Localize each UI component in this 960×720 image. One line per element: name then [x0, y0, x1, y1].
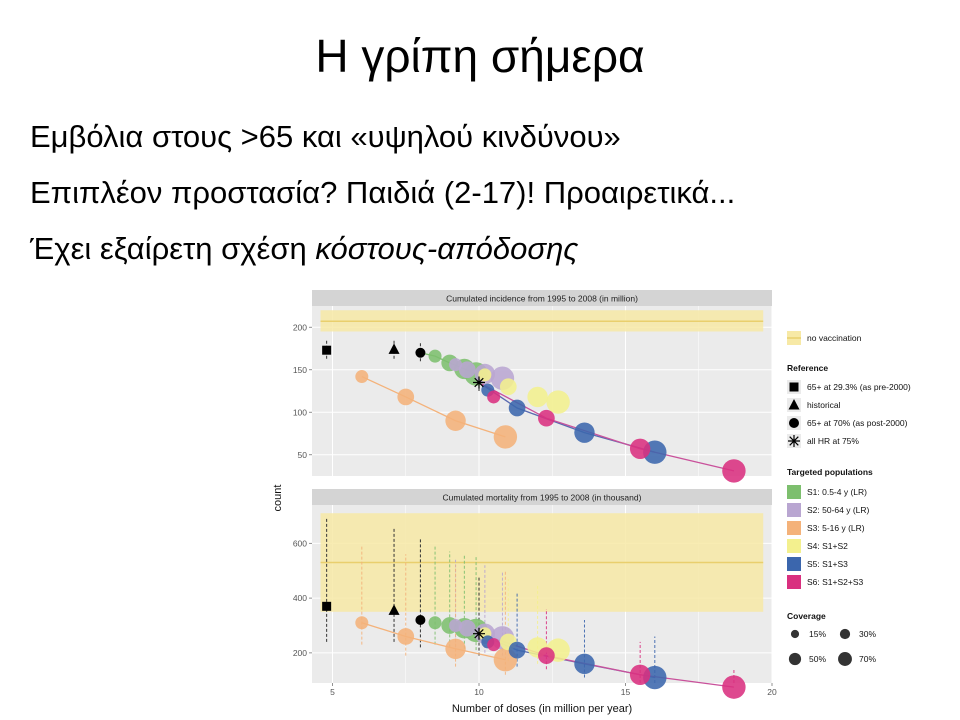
x-tick-label: 10 [474, 687, 484, 697]
y-tick-label: 100 [293, 407, 307, 417]
data-point [538, 647, 555, 664]
data-point [487, 638, 501, 652]
y-tick-label: 600 [293, 538, 307, 548]
legend-label: no vaccination [807, 333, 862, 343]
reference-point [473, 627, 486, 640]
reference-point [415, 615, 426, 626]
legend-label: 50% [809, 654, 826, 664]
legend-label: 15% [809, 629, 826, 639]
bullet-item: Εμβόλια στους >65 και «υψηλού κινδύνου» [30, 119, 621, 154]
y-tick-label: 200 [293, 322, 307, 332]
bullet-item: Έχει εξαίρετη σχέση κόστους-απόδοσης [30, 230, 735, 286]
legend-label: S6: S1+S2+S3 [807, 577, 864, 587]
data-point [546, 390, 570, 414]
reference-point [388, 604, 400, 615]
data-point [722, 675, 746, 699]
x-axis-label: Number of doses (in million per year) [452, 703, 632, 715]
legend-coverage-dot [790, 629, 800, 639]
data-point [487, 390, 501, 404]
data-point [355, 616, 369, 630]
data-point [499, 378, 517, 396]
y-tick-label: 200 [293, 648, 307, 658]
data-point [574, 422, 595, 443]
data-point [508, 641, 526, 659]
legend-coverage-dot [838, 652, 852, 666]
legend-key [787, 575, 801, 589]
bullet-list: Εμβόλια στους >65 και «υψηλού κινδύνου» … [30, 118, 735, 286]
data-point [449, 618, 463, 632]
legend-label: S3: 5-16 y (LR) [807, 523, 865, 533]
legend-label: S2: 50-64 y (LR) [807, 505, 870, 515]
legend-coverage-dot [839, 628, 851, 640]
data-point [629, 438, 651, 460]
data-point [445, 410, 466, 431]
data-point [458, 361, 476, 379]
bullet-text: Έχει εξαίρετη σχέση [30, 231, 316, 266]
legend-key [787, 485, 801, 499]
legend-symbol [789, 382, 799, 392]
legend-symbol [788, 399, 800, 410]
legend-label: S5: S1+S3 [807, 559, 848, 569]
x-tick-label: 15 [621, 687, 631, 697]
series-line [361, 375, 506, 438]
data-point [508, 399, 526, 417]
y-tick-label: 50 [298, 450, 308, 460]
legend-title: Coverage [787, 611, 826, 621]
x-tick-label: 20 [767, 687, 777, 697]
legend-key [787, 503, 801, 517]
y-axis-label: count [272, 485, 284, 512]
legend-label: 70% [859, 654, 876, 664]
data-point [493, 425, 518, 449]
legend-coverage-dot [788, 652, 802, 666]
data-point [722, 459, 746, 483]
reference-point [388, 343, 400, 354]
data-point [449, 358, 463, 372]
legend-symbol [789, 418, 799, 428]
legend-label: 65+ at 70% (as post-2000) [807, 418, 908, 428]
legend-title: Targeted populations [787, 467, 873, 477]
series-line [361, 622, 506, 661]
chart-svg: Cumulated incidence from 1995 to 2008 (i… [272, 290, 911, 715]
legend-key [787, 557, 801, 571]
legend-label: 65+ at 29.3% (as pre-2000) [807, 382, 911, 392]
legend-label: all HR at 75% [807, 436, 859, 446]
data-point [574, 653, 595, 675]
panel-strip [312, 290, 772, 306]
legend-key [787, 539, 801, 553]
data-point [428, 616, 442, 630]
data-point [445, 638, 466, 659]
bullet-item: Επιπλέον προστασία? Παιδιά (2-17)! Προαι… [30, 175, 736, 210]
legend-key [787, 521, 801, 535]
y-tick-label: 400 [293, 593, 307, 603]
legend-label: historical [807, 400, 841, 410]
legend-symbol [788, 435, 800, 447]
legend-title: Reference [787, 363, 828, 373]
data-point [355, 370, 369, 384]
reference-point [415, 347, 426, 358]
panel-strip [312, 489, 772, 505]
data-point [538, 409, 555, 427]
panel-title: Cumulated incidence from 1995 to 2008 (i… [446, 294, 638, 304]
data-point [397, 388, 415, 406]
chart: Cumulated incidence from 1995 to 2008 (i… [260, 288, 920, 720]
y-tick-label: 150 [293, 365, 307, 375]
slide-title: Η γρίπη σήμερα [315, 30, 645, 82]
data-point [428, 349, 442, 363]
panel-title: Cumulated mortality from 1995 to 2008 (i… [443, 493, 642, 503]
reference-point [473, 376, 486, 389]
x-tick-label: 5 [330, 687, 335, 697]
legend-label: S1: 0.5-4 y (LR) [807, 487, 867, 497]
reference-point [322, 345, 332, 355]
legend-label: S4: S1+S2 [807, 541, 848, 551]
data-point [478, 368, 492, 382]
data-point [458, 619, 476, 637]
data-point [527, 386, 548, 408]
data-point [629, 664, 651, 685]
legend-label: 30% [859, 629, 876, 639]
bullet-emphasis: κόστους-απόδοσης [315, 231, 579, 266]
reference-point [322, 601, 332, 611]
data-point [397, 628, 415, 645]
